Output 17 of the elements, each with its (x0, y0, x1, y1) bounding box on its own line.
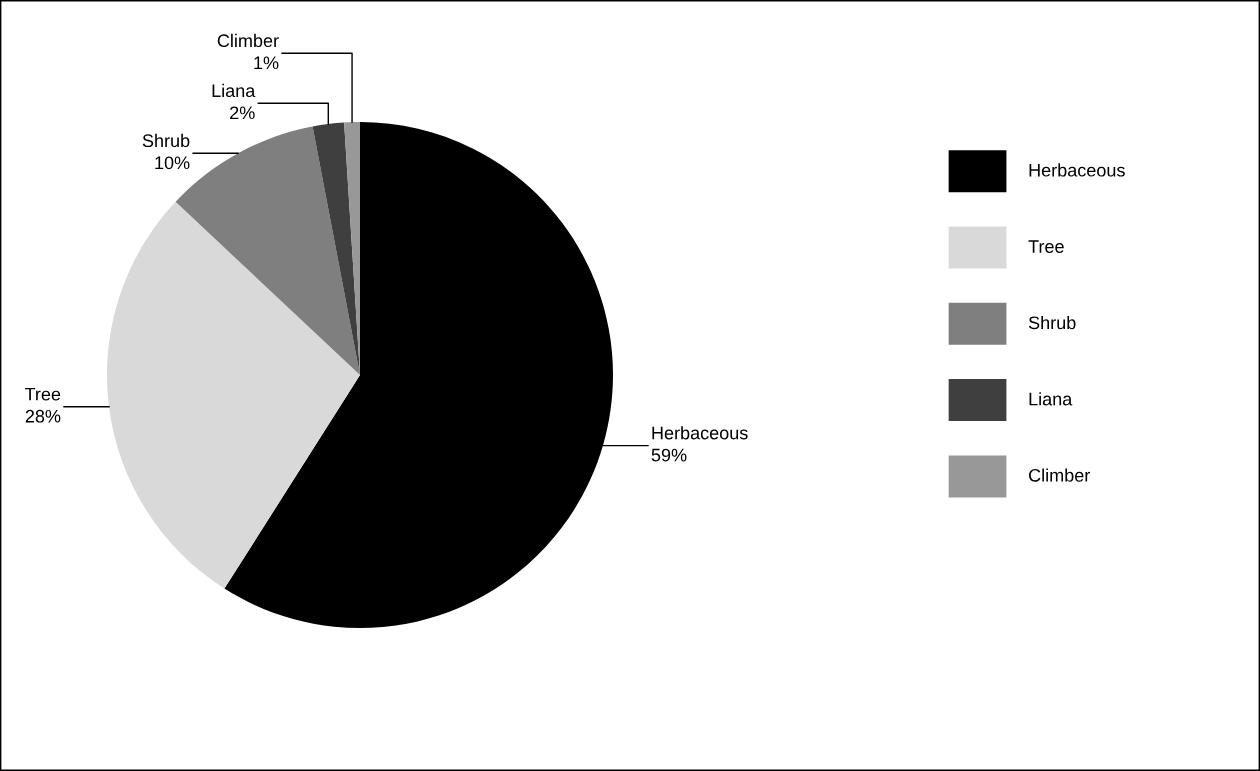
legend-label: Herbaceous (1029, 163, 1125, 177)
data-label: 59% (651, 448, 687, 462)
data-label: 28% (25, 409, 61, 423)
slice-label: Liana (212, 83, 256, 98)
legend-label: Liana (1029, 392, 1073, 406)
slice-label: Climber (217, 33, 279, 48)
data-label: 2% (230, 106, 255, 120)
pie-slice (312, 122, 360, 375)
slice-label: Herbaceous (652, 426, 748, 440)
slice-label: Shrub (142, 133, 190, 148)
pie-slice (107, 201, 360, 589)
data-label: 10% (155, 156, 190, 170)
slice-label: Tree (24, 387, 61, 401)
data-label: 1% (254, 56, 279, 70)
legend-label: Shrub (1028, 315, 1076, 330)
legend-label: Climber (1029, 468, 1090, 482)
legend-label: Tree (1028, 240, 1064, 253)
